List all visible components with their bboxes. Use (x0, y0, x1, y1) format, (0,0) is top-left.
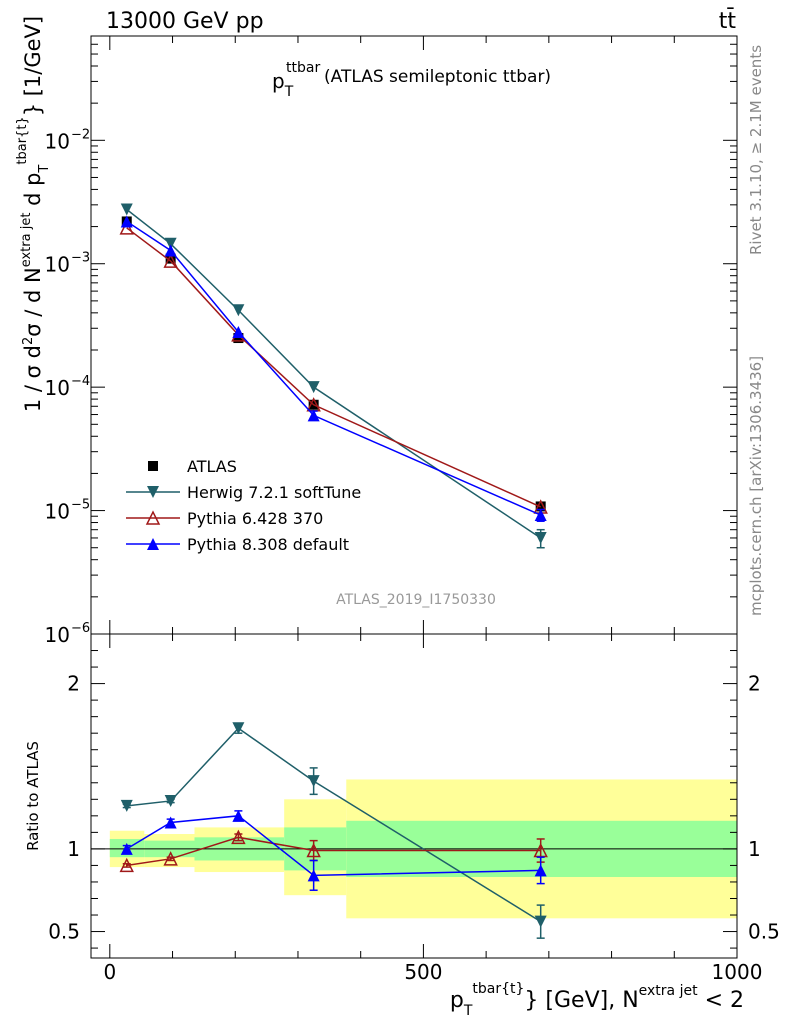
y-tick-label: 10 (45, 623, 70, 647)
main-ylabel: 1 / σ d2σ / d Nextra jet d pTtbar{t}} [1… (15, 16, 52, 412)
legend-marker (145, 510, 161, 525)
ratio-ylabel: Ratio to ATLAS (24, 741, 42, 851)
legend-label: Pythia 6.428 370 (187, 509, 323, 528)
data-point (307, 409, 320, 422)
x-tick-label: 1000 (712, 960, 763, 984)
legend-marker (147, 486, 159, 498)
analysis-watermark: ATLAS_2019_I1750330 (336, 592, 496, 608)
legend: ATLAS Herwig 7.2.1 softTune Pythia 6.428 3… (126, 457, 361, 554)
series-3 (120, 215, 547, 522)
y-tick-label: 10 (45, 253, 70, 277)
mcplots-label: mcplots.cern.ch [arXiv:1306.3436] (747, 356, 765, 616)
data-point (120, 799, 133, 812)
data-point (120, 203, 133, 216)
y-tick-exponent: −3 (71, 251, 90, 266)
legend-entry: Herwig 7.2.1 softTune (126, 483, 361, 502)
data-point (164, 237, 177, 250)
plot-title-rest: (ATLAS semileptonic ttbar) (324, 67, 551, 87)
ratio-y-tick-label-right: 1 (748, 837, 761, 861)
y-tick-exponent: −2 (71, 127, 90, 142)
y-tick-label: 10 (45, 376, 70, 400)
header-energy: 13000 GeV pp (106, 9, 264, 34)
data-point (534, 509, 547, 522)
data-point (232, 325, 245, 338)
legend-entry: Pythia 6.428 370 (126, 509, 323, 528)
ratio-panel: 0.5 0.5 1 1 2 2 0 500 1000 Ratio to ATLAS pTtbar… (24, 633, 780, 1019)
y-tick-exponent: −5 (71, 498, 90, 513)
data-point (120, 215, 133, 228)
data-point (534, 531, 547, 544)
ratio-xlabel: pTtbar{t}} [GeV], Nextra jet < 2 (450, 981, 744, 1019)
data-point (119, 220, 134, 235)
legend-label: ATLAS (187, 457, 237, 476)
ratio-y-tick-label-left: 1 (67, 837, 80, 861)
ratio-frame (90, 633, 738, 959)
ratio-y-tick-label-left: 2 (67, 672, 80, 696)
legend-marker (147, 538, 159, 550)
ratio-y-tick-label-right: 0.5 (748, 920, 780, 944)
y-tick-exponent: −6 (71, 621, 90, 636)
main-panel: 10−610−510−410−310−2 pT ttbar (ATLAS sem… (15, 16, 738, 647)
data-point (306, 842, 321, 858)
series-1 (120, 203, 547, 549)
data-point (534, 864, 547, 877)
data-point (534, 915, 547, 928)
data-point (163, 253, 178, 268)
data-point (164, 794, 177, 807)
series-0 (120, 722, 547, 939)
data-point (231, 829, 246, 845)
y-tick-label: 10 (45, 129, 70, 153)
series-0 (121, 216, 546, 512)
y-tick-exponent: −4 (71, 374, 90, 389)
header-process: tt̄ (719, 8, 737, 34)
legend-marker (148, 461, 158, 471)
ratio-y-tick-label-left: 0.5 (48, 920, 80, 944)
legend-label: Pythia 8.308 default (187, 535, 349, 554)
data-point (232, 304, 245, 317)
data-point (307, 381, 320, 394)
data-point (163, 851, 178, 866)
data-point (307, 869, 320, 882)
series-2 (120, 809, 547, 891)
legend-label: Herwig 7.2.1 softTune (187, 483, 361, 502)
data-point (164, 816, 177, 829)
y-tick-label: 10 (45, 500, 70, 524)
x-tick-label: 500 (404, 960, 442, 984)
series-2 (119, 220, 548, 514)
legend-entry: ATLAS (148, 457, 237, 476)
data-point (119, 857, 134, 873)
data-point (165, 253, 176, 264)
data-point (232, 809, 245, 822)
legend-entry: Pythia 8.308 default (126, 535, 349, 554)
data-point (307, 775, 320, 788)
plot-title-sup: ttbar (286, 60, 320, 76)
rivet-label: Rivet 3.1.10, ≥ 2.1M events (747, 45, 765, 255)
x-tick-label: 0 (103, 960, 116, 984)
data-point (120, 842, 133, 855)
data-point (232, 722, 245, 735)
data-point (233, 333, 244, 344)
data-point (164, 244, 177, 257)
plot-title: pT (272, 69, 294, 100)
ratio-y-tick-label-right: 2 (748, 672, 761, 696)
